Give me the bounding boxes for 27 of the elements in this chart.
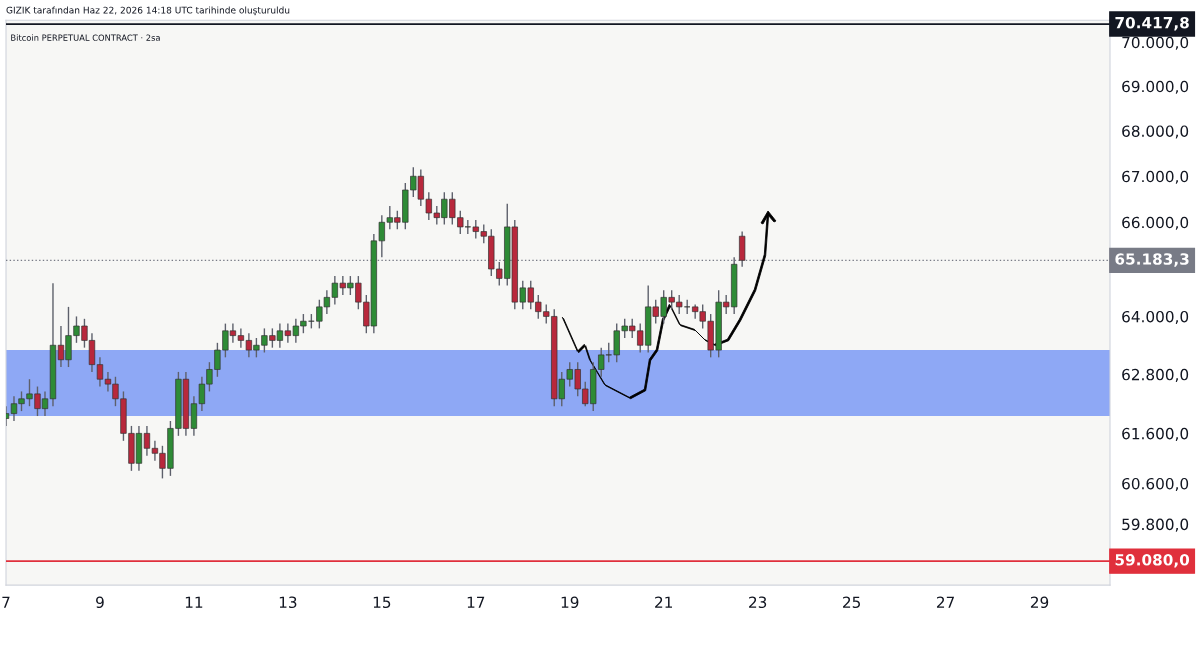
- y-tick-label: 64.000,0: [1122, 310, 1189, 324]
- y-tick-label: 62.800,0: [1122, 368, 1189, 382]
- x-tick-label: 7: [2, 596, 10, 608]
- x-tick-label: 15: [373, 596, 391, 609]
- y-tick-label: 60.600,0: [1122, 477, 1189, 492]
- y-tick-label: 66.000,0: [1122, 216, 1189, 230]
- text: Bitcoin PERPETUAL CONTRACT · 2sa: [11, 34, 160, 41]
- y-tick-label: 70.000,0: [1122, 36, 1189, 50]
- y-tick-label: 68.000,0: [1122, 125, 1189, 139]
- x-tick-label: 25: [843, 596, 860, 609]
- x-tick-label: 27: [936, 596, 954, 608]
- x-tick-label: 9: [96, 596, 104, 609]
- ref-line-label: 65.183,3: [1115, 253, 1189, 267]
- y-tick-label: 67.000,0: [1122, 170, 1189, 184]
- text: GIZIK tarafından Haz 22, 2026 14:18 UTC tarihinde oluşturuldu: [6, 6, 290, 16]
- ref-line-label: 59.080,0: [1115, 554, 1190, 568]
- x-tick-label: 19: [561, 596, 579, 609]
- y-tick-label: 69.000,0: [1122, 80, 1189, 94]
- x-tick-label: 17: [467, 596, 485, 608]
- y-tick-label: 59.800,0: [1122, 518, 1189, 532]
- x-tick-label: 21: [655, 596, 673, 608]
- x-tick-label: 29: [1030, 596, 1049, 609]
- y-tick-label: 61.600,0: [1122, 427, 1189, 441]
- x-tick-label: 23: [749, 596, 767, 609]
- x-tick-label: 11: [185, 596, 203, 608]
- ref-line-label: 70.417,8: [1115, 16, 1189, 31]
- x-tick-label: 13: [279, 596, 297, 609]
